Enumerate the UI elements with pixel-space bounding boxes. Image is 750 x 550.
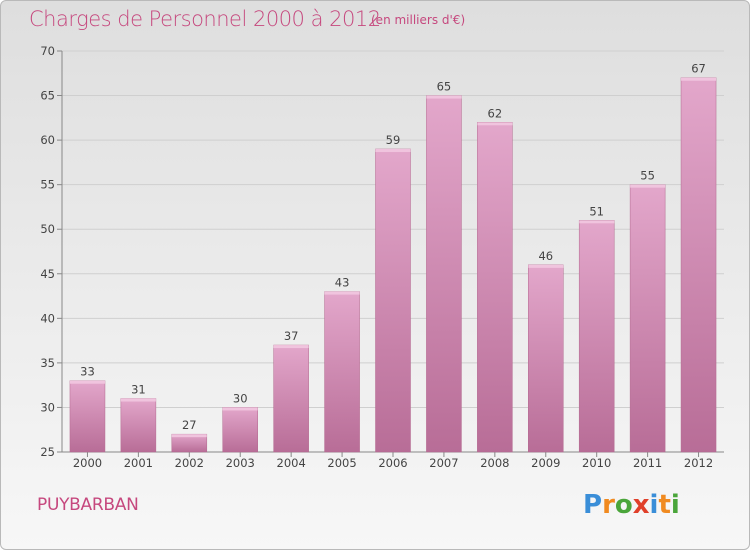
bar [324,291,360,453]
x-tick-label: 2008 [480,456,509,470]
bar-top-highlight [477,122,513,126]
x-tick-label: 2009 [531,456,560,470]
bar-value-label: 30 [233,391,248,405]
y-tick-label: 70 [40,44,55,58]
bar [222,407,258,453]
bar [528,264,564,453]
bar [69,380,106,453]
x-tick-label: 2000 [73,456,102,470]
x-tick-label: 2001 [124,456,153,470]
bar-top-highlight [324,291,360,295]
bar-value-label: 37 [284,329,299,343]
proxiti-logo: Proxiti [583,490,680,520]
bar-top-highlight [426,95,462,99]
y-tick-label: 60 [40,133,55,147]
bar-top-highlight [579,220,615,224]
x-tick-label: 2010 [582,456,611,470]
bar [120,398,157,453]
bar-top-highlight [120,398,156,402]
bar-value-label: 62 [488,106,503,120]
bar-value-label: 65 [437,80,452,94]
bar [680,77,717,453]
bar-top-highlight [69,380,105,384]
bar-top-highlight [681,77,717,81]
bar [629,184,666,453]
y-tick-label: 65 [40,89,55,103]
labels-layer: 25 30 35 40 45 50 55 60 65 70 33 2000 31 2001 27 2002 30… [40,44,713,470]
bar-value-label: 67 [691,62,706,76]
bar-value-label: 31 [131,383,146,397]
bar-value-label: 27 [182,418,197,432]
bar-top-highlight [222,407,258,411]
x-tick-label: 2002 [175,456,204,470]
bar-value-label: 33 [80,365,95,379]
y-tick-label: 55 [40,178,55,192]
bar [477,122,513,453]
x-tick-label: 2005 [327,456,356,470]
x-tick-label: 2006 [378,456,407,470]
bar [578,220,615,453]
bar [426,95,462,453]
x-tick-label: 2012 [684,456,713,470]
bar-top-highlight [630,184,666,188]
bars-layer [69,77,717,453]
y-tick-label: 50 [40,222,55,236]
x-tick-label: 2007 [429,456,458,470]
y-tick-label: 40 [40,311,55,325]
x-tick-label: 2003 [226,456,255,470]
bar-value-label: 55 [640,169,655,183]
chart-unit: (en milliers d'€) [371,13,466,27]
bar [273,344,309,453]
bar-value-label: 51 [589,204,604,218]
y-tick-label: 35 [40,356,55,370]
chart-title: Charges de Personnel 2000 à 2012 [29,7,381,31]
y-tick-label: 45 [40,267,55,281]
y-tick-label: 25 [40,445,55,459]
bar-value-label: 59 [386,133,401,147]
bar-value-label: 46 [538,249,553,263]
bar-top-highlight [528,264,564,268]
bar-top-highlight [171,434,207,438]
commune-name: PUYBARBAN [37,495,139,515]
x-tick-label: 2004 [277,456,306,470]
bar-value-label: 43 [335,276,350,290]
bar-top-highlight [375,149,411,153]
y-tick-label: 30 [40,400,55,414]
bar [375,148,411,453]
x-tick-label: 2011 [633,456,662,470]
bar-top-highlight [273,345,309,349]
